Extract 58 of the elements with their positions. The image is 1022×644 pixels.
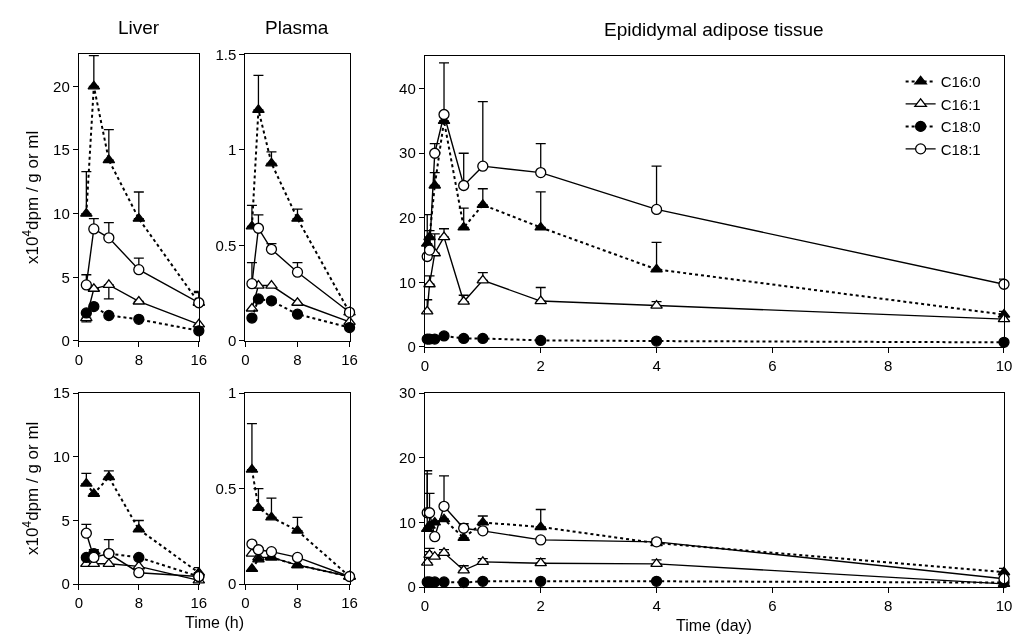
y-tick-label: 0.5: [215, 479, 237, 497]
x-tick-label: 8: [134, 594, 143, 612]
x-tick-label: 4: [652, 597, 661, 615]
y-tick-label: 20: [53, 77, 70, 95]
x-tick-label: 0: [74, 351, 84, 369]
x-tick-label: 16: [190, 594, 208, 612]
chart-title: Liver: [118, 17, 160, 38]
y-tick-label: 1.5: [215, 45, 237, 63]
x-tick-label: 10: [995, 356, 1013, 374]
y-tick-label: 1: [227, 384, 237, 402]
x-tick-label: 0: [420, 356, 430, 374]
y-tick-label: 10: [53, 204, 70, 222]
x-axis-title: Time (day): [676, 617, 752, 634]
x-tick-label: 6: [768, 356, 777, 374]
y-tick-label: 20: [399, 209, 416, 227]
y-tick-label: 0: [61, 332, 70, 350]
x-tick-label: 2: [536, 356, 545, 374]
y-tick-label: 10: [399, 513, 416, 531]
y-tick-label: 15: [53, 384, 70, 402]
x-tick-label: 0: [241, 351, 250, 369]
x-axis-title: Time (h): [185, 614, 244, 631]
x-tick-label: 8: [293, 594, 302, 612]
x-tick-label: 4: [652, 356, 661, 374]
x-tick-label: 8: [293, 351, 302, 369]
y-tick-label: 30: [399, 144, 416, 162]
y-tick-label: 0: [227, 332, 237, 350]
y-tick-label: 0.5: [215, 236, 237, 254]
y-tick-label: 1: [227, 141, 237, 159]
y-tick-label: 0: [407, 578, 416, 596]
chart-title: Epididymal adipose tissue: [604, 19, 824, 40]
y-tick-label: 10: [53, 448, 70, 466]
y-tick-label: 15: [53, 141, 70, 159]
y-tick-label: 20: [399, 449, 416, 467]
x-tick-label: 10: [995, 597, 1013, 615]
x-tick-label: 8: [134, 351, 143, 369]
y-tick-label: 0: [227, 575, 237, 593]
x-tick-label: 16: [341, 351, 358, 369]
y-tick-label: 40: [399, 79, 416, 97]
y-tick-label: 30: [399, 384, 416, 402]
y-tick-label: 5: [61, 268, 70, 286]
x-tick-label: 2: [536, 597, 545, 615]
legend-label: C18:0: [940, 118, 981, 136]
x-tick-label: 6: [768, 597, 777, 615]
chart-title: Plasma: [265, 17, 329, 38]
x-tick-label: 16: [190, 351, 208, 369]
y-tick-label: 0: [61, 575, 70, 593]
x-tick-label: 16: [341, 594, 358, 612]
x-tick-label: 0: [420, 597, 430, 615]
y-tick-label: 0: [407, 338, 416, 356]
legend-label: C16:1: [940, 95, 981, 113]
x-tick-label: 8: [884, 356, 893, 374]
y-tick-label: 5: [61, 511, 70, 529]
legend-label: C16:0: [940, 73, 981, 91]
y-tick-label: 10: [399, 273, 416, 291]
x-tick-label: 8: [884, 597, 893, 615]
x-tick-label: 0: [241, 594, 250, 612]
legend-label: C18:1: [940, 140, 981, 158]
x-tick-label: 0: [74, 594, 84, 612]
